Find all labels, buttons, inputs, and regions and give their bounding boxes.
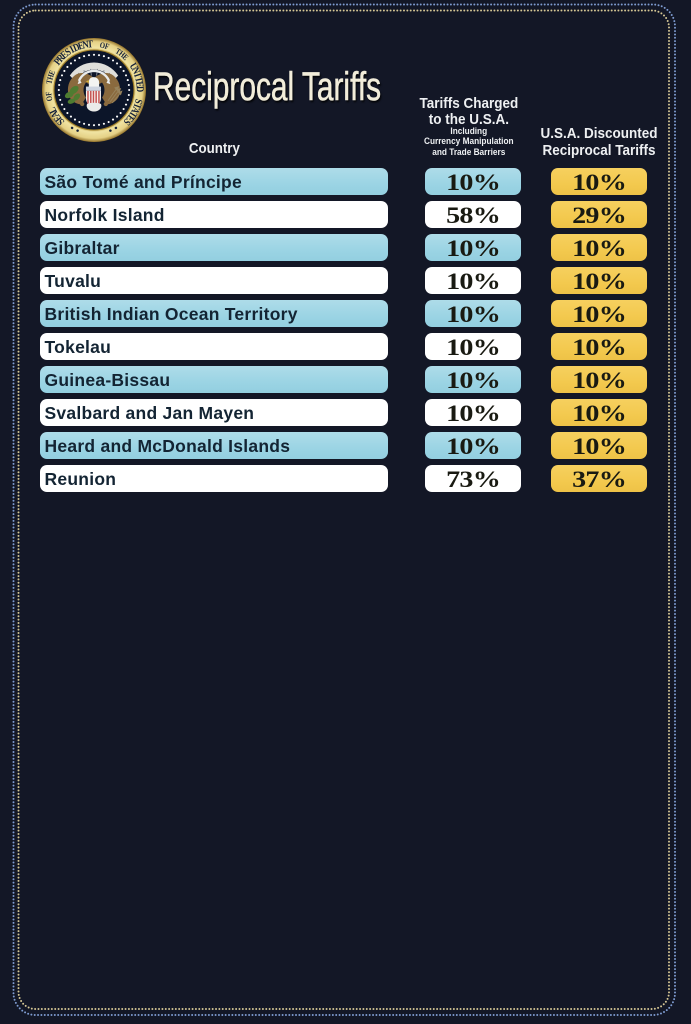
svg-text:E: E <box>46 69 57 77</box>
svg-text:T: T <box>87 38 94 51</box>
svg-text:I: I <box>68 44 77 56</box>
svg-text:T: T <box>114 46 123 57</box>
svg-text:U: U <box>126 61 140 73</box>
svg-text:L: L <box>46 105 59 115</box>
svg-text:E: E <box>77 40 86 53</box>
svg-text:T: T <box>44 79 55 85</box>
svg-text:O: O <box>44 95 55 102</box>
svg-text:N: N <box>81 39 89 52</box>
svg-text:N: N <box>129 66 143 77</box>
svg-text:F: F <box>43 91 53 96</box>
svg-text:S: S <box>121 116 133 128</box>
svg-text:D: D <box>133 86 145 92</box>
svg-text:H: H <box>45 73 56 81</box>
svg-text:T: T <box>130 101 144 111</box>
svg-text:A: A <box>49 108 63 120</box>
svg-text:S: S <box>132 98 145 106</box>
svg-text:D: D <box>71 41 81 55</box>
svg-text:A: A <box>128 105 142 116</box>
svg-text:E: E <box>123 112 136 124</box>
svg-text:S: S <box>63 46 74 59</box>
svg-text:I: I <box>131 72 144 79</box>
svg-text:T: T <box>132 76 145 85</box>
svg-text:T: T <box>126 109 140 121</box>
svg-text:S: S <box>55 116 67 128</box>
svg-text:E: E <box>121 52 131 62</box>
svg-text:P: P <box>52 56 65 68</box>
svg-text:E: E <box>133 81 146 88</box>
svg-text:O: O <box>99 40 106 51</box>
svg-text:F: F <box>104 41 111 52</box>
svg-text:H: H <box>117 49 127 60</box>
svg-text:E: E <box>52 112 65 124</box>
